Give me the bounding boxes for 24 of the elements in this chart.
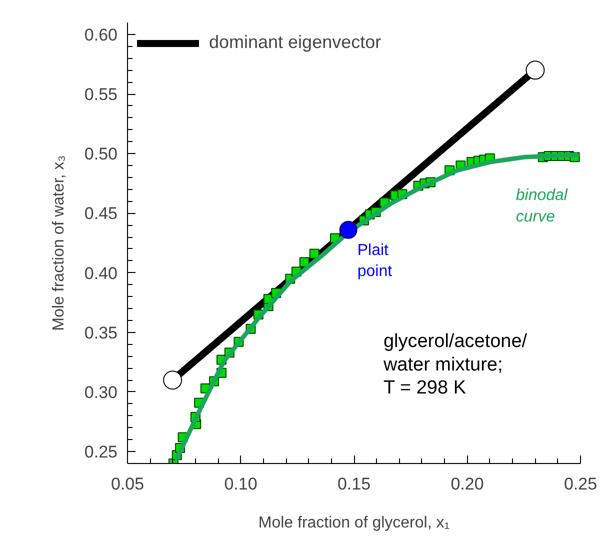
y-tick-label: 0.45 [84,204,118,224]
legend-label: dominant eigenvector [209,32,382,53]
x-tick-label: 0.15 [337,474,371,494]
point [163,370,182,390]
y-tick-label: 0.35 [84,323,118,342]
y-tick-label: 0.25 [84,442,118,462]
point [339,220,358,239]
y-tick-label: 0.50 [84,144,118,164]
x-tick-label: 0.05 [110,474,144,494]
y-axis-title: Mole fraction of water, x₃ [50,155,68,331]
x-tick-label: 0.25 [564,474,598,494]
point [309,248,320,259]
x-tick-label: 0.20 [450,474,484,494]
point [299,257,310,268]
y-tick-label: 0.30 [84,382,118,402]
y-tick-label: 0.55 [84,85,118,104]
series-label: Plait point [357,242,393,280]
x-axis-title: Mole fraction of glycerol, x₁ [258,514,450,532]
y-tick-label: 0.40 [84,264,118,283]
point [526,60,545,80]
y-tick-label: 0.60 [84,25,118,44]
series-label: binodal curve [516,187,568,226]
annotation: glycerol/acetone/ water mixture; T = 298 K [382,331,528,398]
x-tick-label: 0.10 [224,474,258,494]
